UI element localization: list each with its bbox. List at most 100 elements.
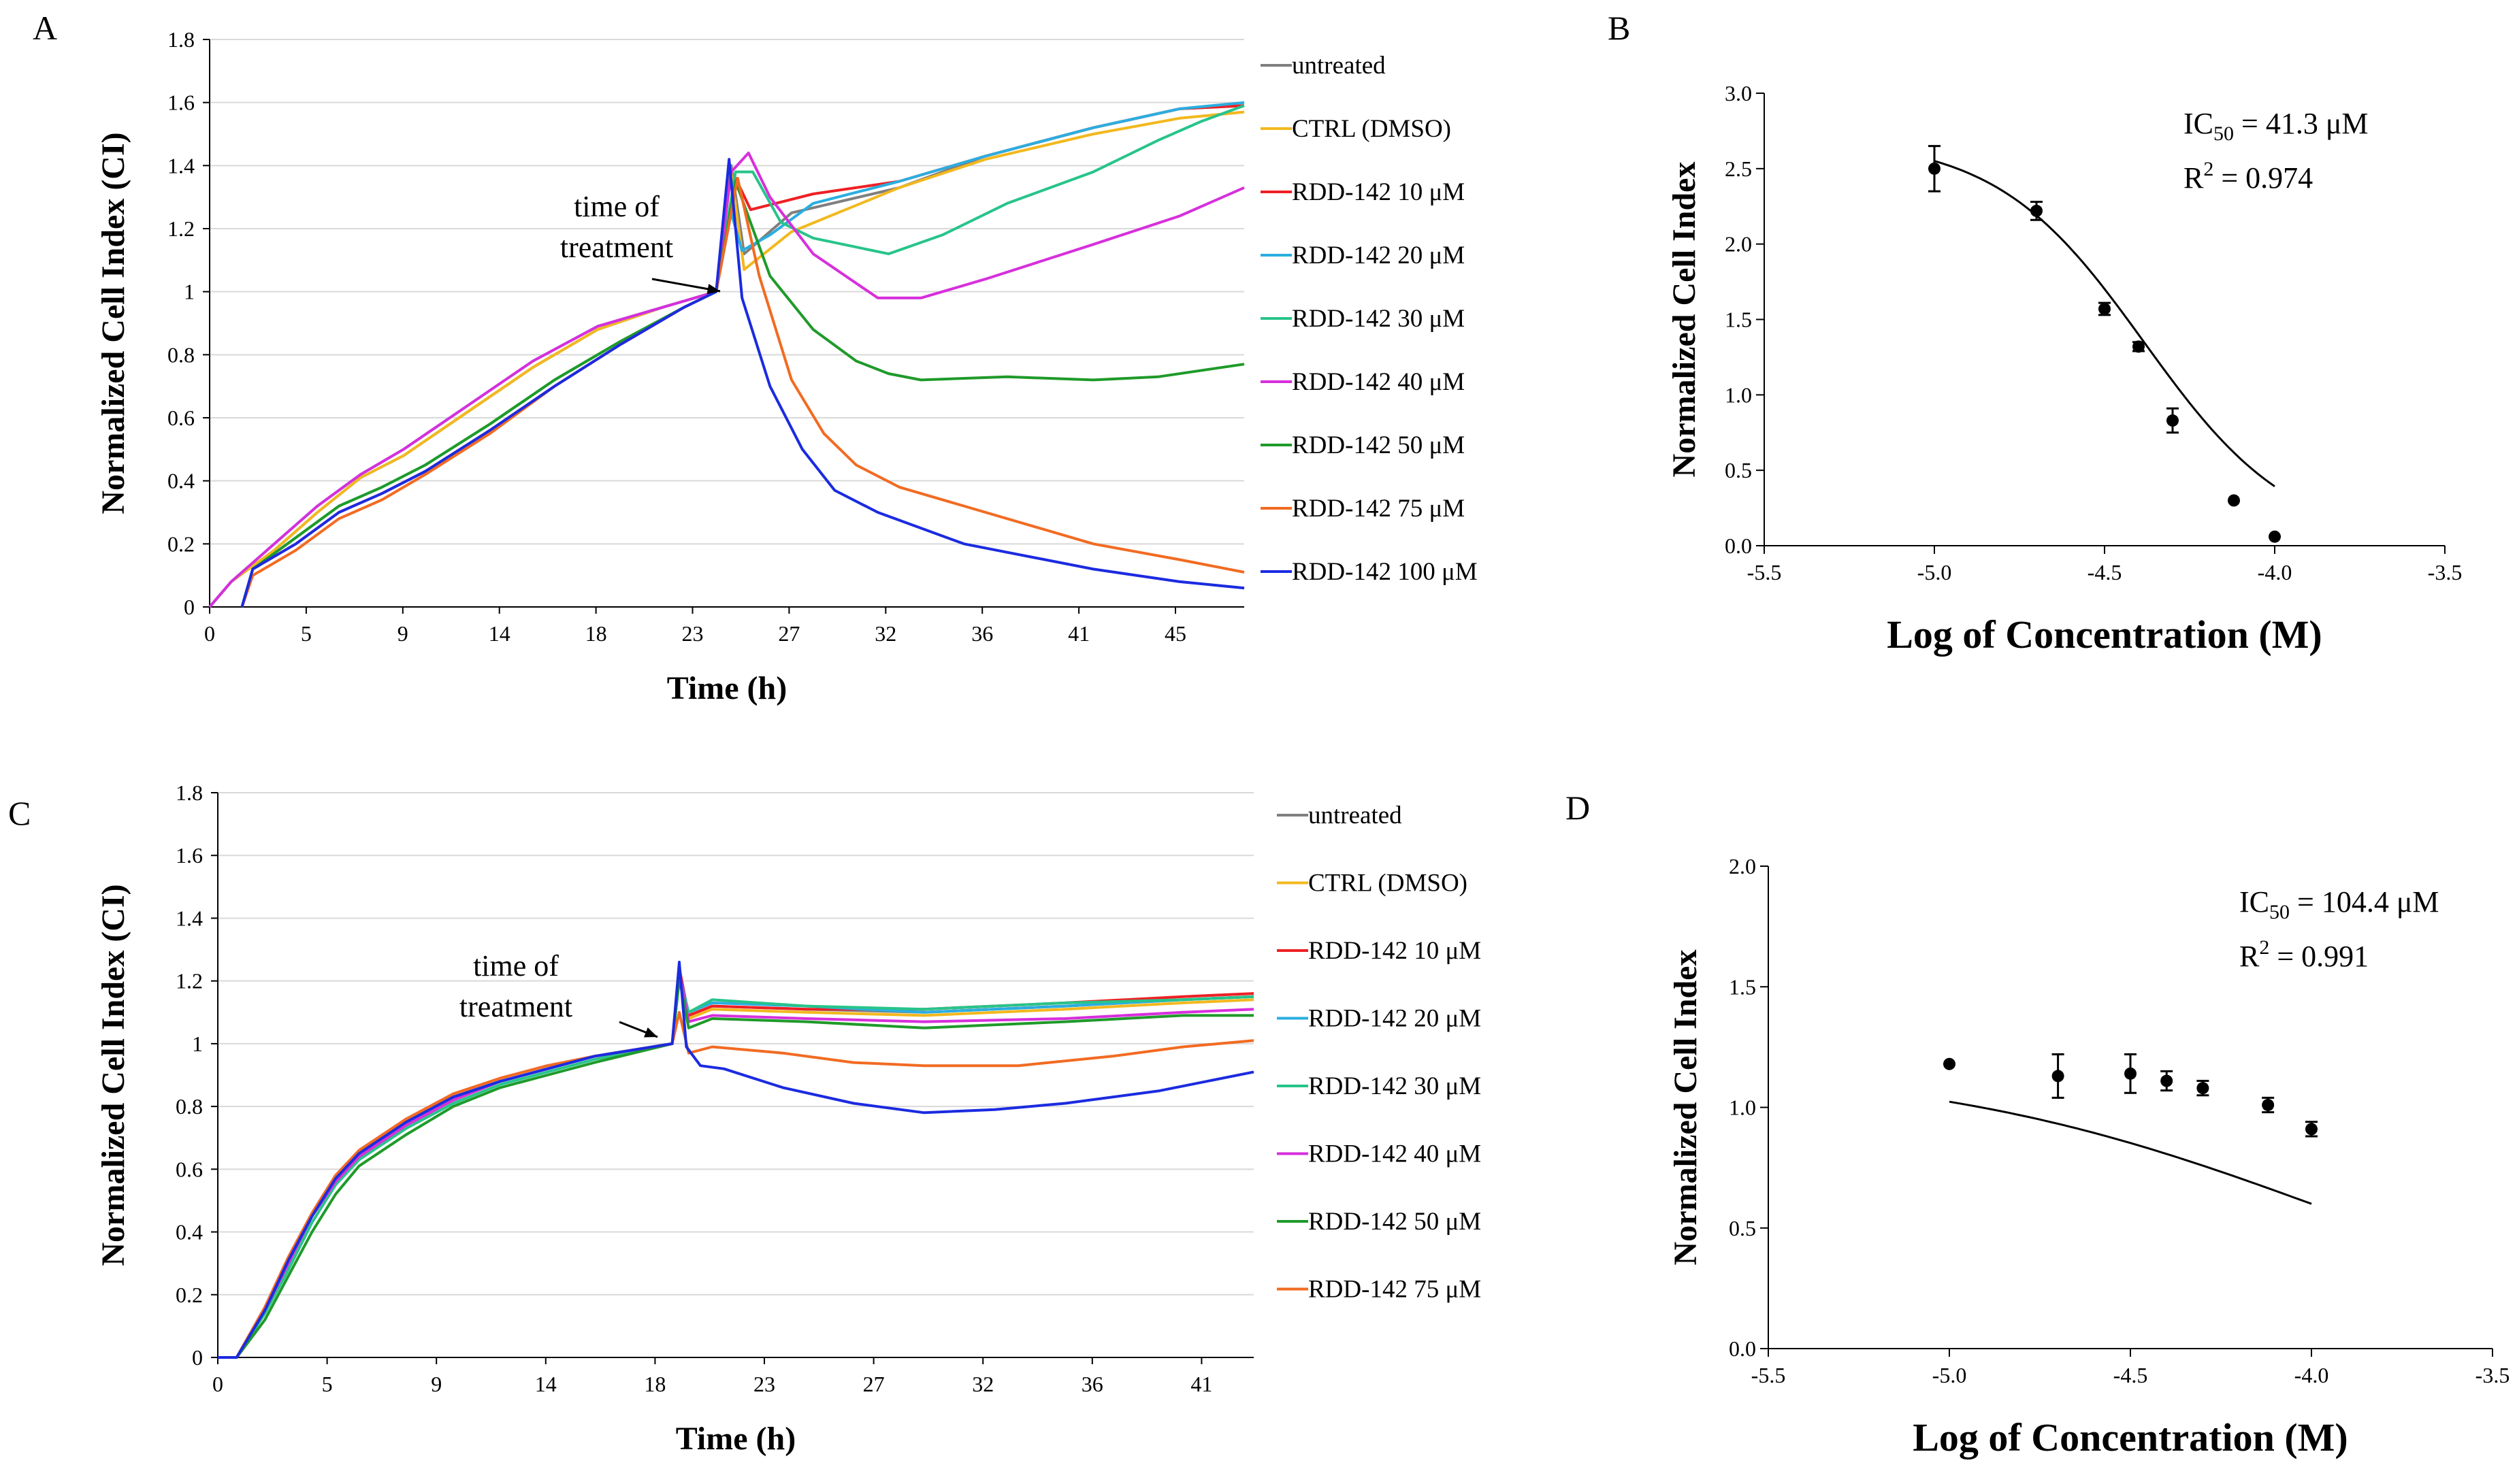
legend-label: RDD-142 30 μM	[1308, 1072, 1481, 1100]
ic50-subscript: 50	[2269, 901, 2290, 923]
series-line	[218, 1010, 1254, 1359]
x-tick-label: -5.0	[1917, 560, 1952, 584]
y-tick-label: 1.2	[167, 216, 195, 241]
data-point	[2132, 340, 2145, 353]
x-axis-label: Time (h)	[676, 1421, 796, 1457]
legend-label: RDD-142 100 μM	[1292, 558, 1478, 586]
x-tick-label: 41	[1068, 621, 1090, 646]
ic50-text: IC50 = 104.4 μM	[2239, 885, 2439, 923]
x-tick-label: 9	[397, 621, 408, 646]
r2-label: R	[2183, 161, 2204, 195]
x-tick-label: 9	[431, 1372, 442, 1396]
x-axis-label: Log of Concentration (M)	[1913, 1415, 2348, 1460]
r2-value: = 0.991	[2269, 940, 2369, 973]
x-tick-label: 18	[644, 1372, 666, 1396]
y-tick-label: 1.2	[176, 969, 203, 993]
y-tick-label: 0	[184, 595, 195, 619]
ic50-value: = 41.3 μM	[2234, 107, 2369, 140]
legend-label: RDD-142 20 μM	[1308, 1005, 1481, 1033]
series-line	[240, 158, 1245, 608]
series-line	[218, 961, 1254, 1359]
fit-curve	[1934, 160, 2275, 488]
legend-label: RDD-142 10 μM	[1292, 178, 1465, 206]
x-tick-label: 27	[778, 621, 800, 646]
x-tick-label: 18	[585, 621, 607, 646]
x-tick-label: -4.0	[2294, 1363, 2329, 1387]
series-line	[240, 104, 1245, 608]
x-tick-label: -5.5	[1747, 560, 1782, 584]
legend-label: RDD-142 30 μM	[1292, 305, 1465, 333]
data-point	[2228, 494, 2240, 507]
annotation-text: treatment	[459, 990, 572, 1023]
legend-label: RDD-142 40 μM	[1308, 1140, 1481, 1168]
legend-label: CTRL (DMSO)	[1308, 870, 1467, 897]
x-axis-label: Time (h)	[667, 670, 787, 706]
x-tick-label: 0	[204, 621, 215, 646]
y-tick-label: 2.0	[1729, 854, 1756, 878]
x-tick-label: 41	[1190, 1372, 1212, 1396]
x-tick-label: 32	[875, 621, 896, 646]
annotation-arrowhead	[707, 284, 720, 295]
x-tick-label: 32	[972, 1372, 994, 1396]
y-tick-label: 3.0	[1725, 81, 1752, 105]
x-tick-label: -4.5	[2113, 1363, 2148, 1387]
x-tick-label: -3.5	[2428, 560, 2463, 584]
y-tick-label: 0.5	[1725, 458, 1752, 482]
x-tick-label: 0	[212, 1372, 223, 1396]
x-tick-label: 36	[971, 621, 993, 646]
legend-label: RDD-142 50 μM	[1308, 1208, 1481, 1236]
y-tick-label: 1.6	[176, 843, 203, 868]
y-tick-label: 1.4	[167, 153, 195, 178]
legend-label: RDD-142 75 μM	[1292, 495, 1465, 523]
panel-a: A 0 0.2 0.4 0.6 0.8 1 1.2 1.4 1.6 1.8 0 5 9 14 18 23 27 3…	[33, 9, 1478, 706]
y-tick-label: 1	[192, 1032, 203, 1056]
series-line	[218, 970, 1254, 1359]
ic50-label: IC	[2183, 107, 2213, 140]
x-tick-label: -4.0	[2258, 560, 2292, 584]
y-tick-label: 0.6	[167, 406, 195, 430]
data-point	[2051, 1070, 2064, 1083]
y-tick-label: 0.4	[167, 469, 195, 493]
panel-a-letter: A	[33, 9, 57, 47]
y-tick-label: 1.0	[1725, 382, 1752, 407]
ic50-value: = 104.4 μM	[2290, 885, 2439, 919]
y-tick-label: 1.8	[167, 27, 195, 52]
data-point	[2098, 302, 2111, 315]
data-point	[2305, 1123, 2318, 1136]
legend-label: RDD-142 75 μM	[1308, 1276, 1481, 1304]
panel-b: B 0.0 0.5 1.0 1.5 2.0 2.5 3.0 -5.5 -5.0 -4.5 -4.0 -…	[1608, 9, 2462, 657]
annotation-text: time of	[473, 949, 559, 983]
y-tick-label: 0.4	[176, 1220, 203, 1244]
y-tick-label: 1.5	[1729, 974, 1756, 999]
data-point	[2166, 414, 2179, 427]
data-point	[2124, 1067, 2137, 1080]
x-tick-label: -4.5	[2088, 560, 2122, 584]
x-axis-label: Log of Concentration (M)	[1887, 612, 2322, 657]
legend-label: RDD-142 50 μM	[1292, 431, 1465, 459]
x-tick-label: -3.5	[2475, 1363, 2510, 1387]
data-point	[2262, 1098, 2275, 1111]
x-tick-label: 23	[753, 1372, 775, 1396]
legend-label: CTRL (DMSO)	[1292, 115, 1451, 143]
x-tick-label: 14	[535, 1372, 557, 1396]
legend-label: untreated	[1308, 802, 1402, 829]
panel-d-letter: D	[1565, 789, 1590, 827]
x-tick-label: -5.0	[1932, 1363, 1967, 1387]
fit-curve	[1949, 1100, 2312, 1205]
legend-label: RDD-142 20 μM	[1292, 242, 1465, 269]
panel-c: C 0 0.2 0.4 0.6 0.8 1 1.2 1.4 1.6 1.8 0 5 9 14 18 23 27 3…	[8, 780, 1481, 1457]
series-line	[240, 104, 1245, 608]
series-line	[218, 967, 1254, 1359]
annotation-text: treatment	[560, 231, 673, 264]
r2-label: R	[2239, 940, 2260, 973]
y-tick-label: 0.6	[176, 1157, 203, 1181]
y-tick-label: 1.0	[1729, 1095, 1756, 1120]
data-point	[2160, 1074, 2173, 1087]
y-tick-label: 2.5	[1725, 156, 1752, 181]
series-line	[218, 973, 1254, 1359]
y-axis-label: Normalized Cell Index (CI)	[95, 884, 131, 1266]
ic50-text: IC50 = 41.3 μM	[2183, 107, 2369, 145]
r2-superscript: 2	[2203, 158, 2213, 180]
y-axis-label: Normalized Cell Index	[1666, 162, 1702, 478]
y-tick-label: 1.4	[176, 906, 203, 930]
